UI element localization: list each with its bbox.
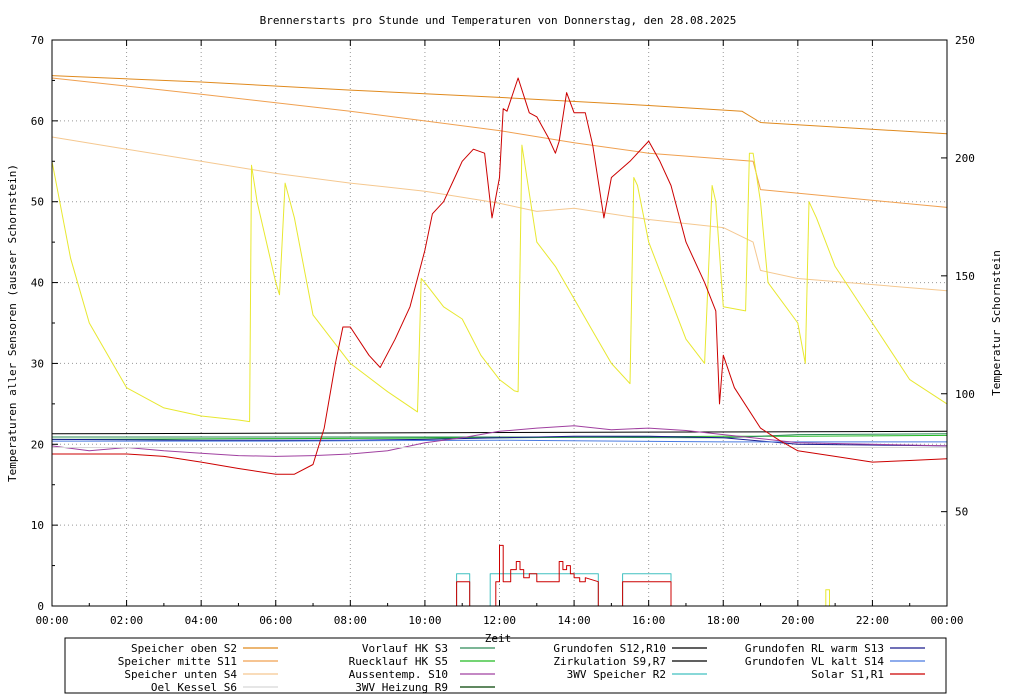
x-tick-label: 22:00	[856, 614, 889, 627]
series-line-11	[52, 77, 948, 475]
series-line-0	[51, 75, 948, 135]
series-line-5	[52, 433, 948, 439]
y-tick-label: 50	[31, 196, 44, 209]
axes: 00:00 02:00 04:00 06:00 08:00 10:00 12:00 14:00…	[31, 34, 975, 627]
series-line-6	[51, 430, 948, 435]
y-tick-label: 20	[31, 438, 44, 451]
x-tick-label: 08:00	[334, 614, 367, 627]
y-tick-label: 40	[31, 277, 44, 290]
legend-label: Oel Kessel S6	[151, 681, 237, 694]
series-line-14	[825, 589, 830, 606]
x-tick-label: 18:00	[707, 614, 740, 627]
legend-label: Speicher oben S2	[131, 642, 237, 655]
legend-label: Solar S1,R1	[811, 668, 884, 681]
series-line-9	[51, 425, 948, 457]
series-line-13	[456, 544, 672, 607]
y-tick-label: 0	[37, 600, 44, 613]
series-line-12	[456, 573, 672, 607]
grid	[52, 40, 947, 606]
y2-tick-label: 200	[955, 152, 975, 165]
y2-tick-label: 50	[955, 506, 968, 519]
y-tick-label: 30	[31, 357, 44, 370]
legend-label: Grundofen VL kalt S14	[745, 655, 884, 668]
legend-label: 3WV Heizung R9	[355, 681, 448, 694]
legend-label: Speicher mitte S11	[118, 655, 237, 668]
y-axis-label: Temperaturen aller Sensoren (ausser Scho…	[6, 164, 19, 482]
y2-tick-label: 150	[955, 270, 975, 283]
series-line-8	[52, 439, 947, 443]
x-tick-label: 16:00	[632, 614, 665, 627]
legend-label: Vorlauf HK S3	[362, 642, 448, 655]
x-tick-label: 10:00	[408, 614, 441, 627]
series-line-2	[51, 136, 948, 292]
series-line-3	[51, 144, 948, 423]
y2-tick-label: 100	[955, 388, 975, 401]
x-tick-label: 00:00	[35, 614, 68, 627]
y-tick-label: 10	[31, 519, 44, 532]
legend-box	[64, 637, 947, 694]
y-tick-label: 60	[31, 115, 44, 128]
x-tick-label: 04:00	[185, 614, 218, 627]
series-group	[51, 75, 948, 607]
x-tick-label: 14:00	[558, 614, 591, 627]
x-tick-label: 02:00	[110, 614, 143, 627]
legend-label: Ruecklauf HK S5	[349, 655, 448, 668]
series-line-7	[51, 435, 948, 447]
legend-label: Zirkulation S9,R7	[553, 655, 666, 668]
y2-axis-label: Temperatur Schornstein	[990, 250, 1003, 396]
legend-label: Aussentemp. S10	[349, 668, 448, 681]
x-tick-label: 00:00	[930, 614, 963, 627]
x-tick-label: 06:00	[259, 614, 292, 627]
legend-label: Grundofen S12,R10	[553, 642, 666, 655]
legend-label: 3WV Speicher R2	[567, 668, 666, 681]
legend: Speicher oben S2 Vorlauf HK S3 Grundofen S…	[118, 642, 925, 694]
x-tick-label: 20:00	[781, 614, 814, 627]
y2-tick-label: 250	[955, 34, 975, 47]
series-line-1	[51, 77, 948, 208]
legend-label: Speicher unten S4	[124, 668, 237, 681]
y-tick-label: 70	[31, 34, 44, 47]
chart-title: Brennerstarts pro Stunde und Temperature…	[260, 14, 737, 27]
x-tick-label: 12:00	[483, 614, 516, 627]
legend-label: Grundofen RL warm S13	[745, 642, 884, 655]
